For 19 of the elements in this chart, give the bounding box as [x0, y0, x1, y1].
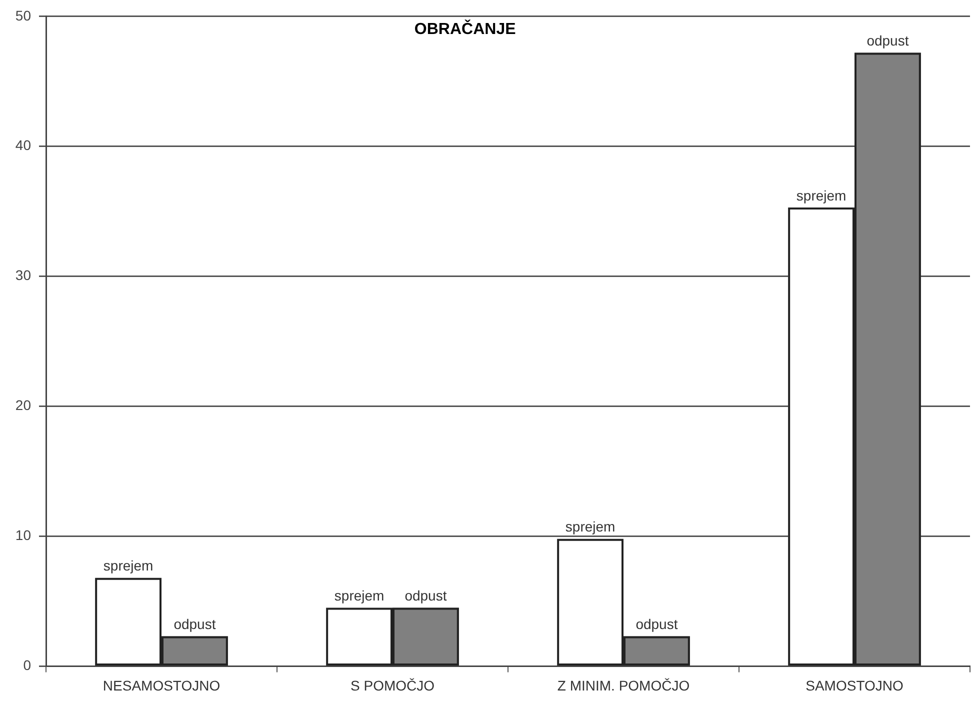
y-tick-label: 40 — [15, 137, 32, 154]
y-tick-label: 0 — [23, 657, 32, 674]
y-tick-label: 30 — [15, 267, 32, 284]
y-tick-label: 20 — [15, 397, 32, 414]
series-label: odpust — [174, 616, 216, 632]
x-tick-label: Z MINIM. POMOČJO — [557, 677, 690, 694]
x-tick-label: SAMOSTOJNO — [806, 677, 904, 694]
x-tick-label: S POMOČJO — [350, 677, 435, 694]
y-tick-label: 50 — [15, 7, 32, 24]
text: odpust — [404, 588, 447, 604]
text: odpust — [636, 616, 678, 632]
text: sprejem — [796, 187, 846, 204]
series-label: sprejem — [565, 518, 616, 535]
text: sprejem — [334, 588, 384, 604]
y-tick-label: 10 — [15, 527, 32, 544]
chart-title: OBRAČANJE — [414, 18, 516, 38]
text: sprejem — [103, 558, 154, 574]
text: odpust — [866, 32, 909, 49]
x-tick-label: NESAMOSTOJNO — [102, 677, 220, 694]
